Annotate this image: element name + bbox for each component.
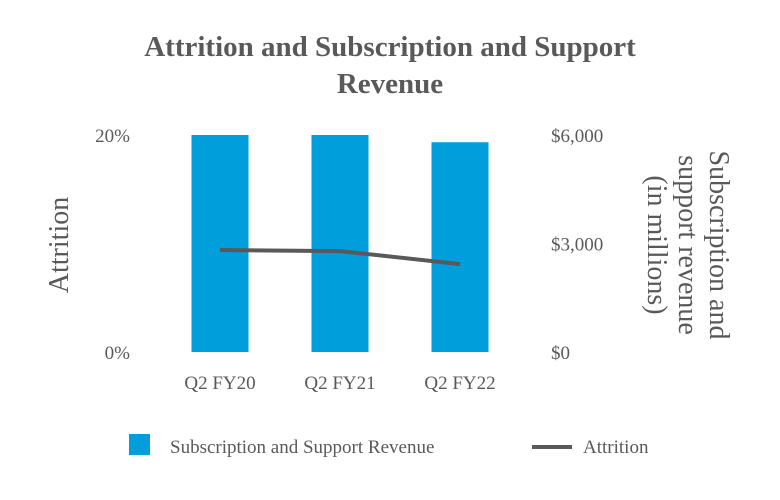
bar-q2-fy22 <box>431 142 489 352</box>
right-axis-title: Subscription and support revenue (in mil… <box>641 151 734 340</box>
right-axis-title-line-2: support revenue <box>672 155 703 335</box>
legend-label-revenue: Subscription and Support Revenue <box>170 437 434 458</box>
chart-title-line-1: Attrition and Subscription and Support <box>144 31 636 63</box>
attrition-line <box>219 248 461 267</box>
legend-swatch-revenue <box>129 434 150 455</box>
line-series <box>219 248 461 267</box>
category-tick-label: Q2 FY21 <box>304 373 375 394</box>
chart-title-line-2: Revenue <box>337 68 443 100</box>
right-axis-title-line-3: (in millions) <box>641 175 672 314</box>
bar-series <box>191 135 489 352</box>
category-tick-label: Q2 FY20 <box>184 373 255 394</box>
left-axis-ticks: 0% 20% <box>95 126 130 364</box>
bar-q2-fy20 <box>191 135 249 352</box>
left-axis-title: Attrition <box>44 197 75 293</box>
chart-title: Attrition and Subscription and Support R… <box>144 31 636 100</box>
legend-label-attrition: Attrition <box>583 437 649 458</box>
category-axis-ticks: Q2 FY20 Q2 FY21 Q2 FY22 <box>184 373 495 394</box>
category-tick-label: Q2 FY22 <box>424 373 495 394</box>
bar-q2-fy21 <box>311 135 369 352</box>
left-tick-label: 0% <box>105 343 131 364</box>
left-tick-label: 20% <box>95 126 130 147</box>
right-tick-label: $3,000 <box>551 235 603 256</box>
right-axis-ticks: $0 $3,000 $6,000 <box>551 126 603 364</box>
right-tick-label: $6,000 <box>551 126 603 147</box>
legend: Subscription and Support Revenue Attriti… <box>129 434 649 458</box>
right-tick-label: $0 <box>551 343 570 364</box>
right-axis-title-line-1: Subscription and <box>703 151 734 340</box>
